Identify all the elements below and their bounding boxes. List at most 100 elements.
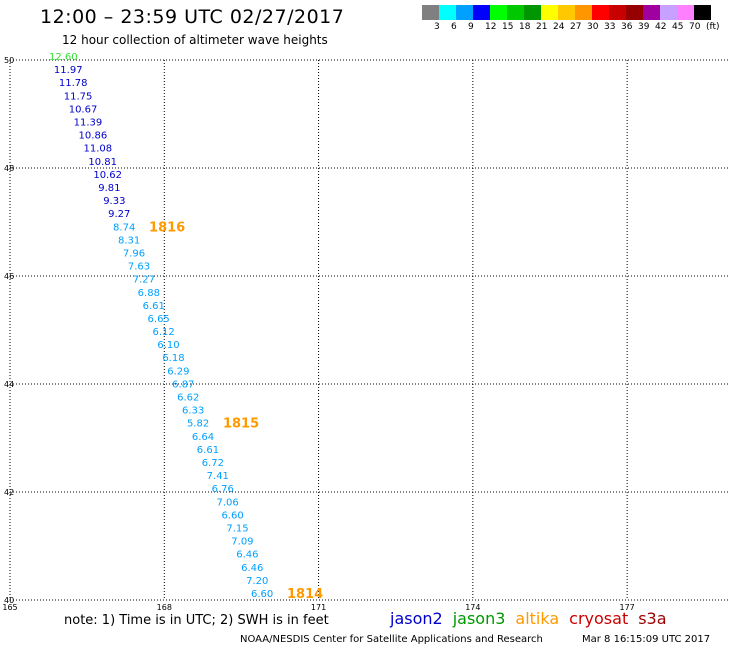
legend-cell: 70 [677,5,700,32]
legend-swatch [439,5,456,20]
legend-label: 6 [451,22,457,32]
legend-label: 45 [672,22,684,32]
wave-height-point: 9.81 [98,183,120,194]
legend-cell: 27 [558,5,581,32]
wave-height-point: 6.60 [251,589,273,600]
wave-height-point: 6.33 [182,406,204,417]
footer-credit: NOAA/NESDIS Center for Satellite Applica… [240,634,543,645]
legend-cell: 9 [456,5,474,32]
legend-label: 33 [604,22,616,32]
wave-height-point: 10.62 [93,170,122,181]
axis-tick-labels: 165 168 171 174 177 40 42 44 46 48 50 [2,56,634,612]
wave-height-point: 11.75 [64,91,93,102]
wave-height-point: 7.96 [123,248,145,259]
legend-cell: 3 [422,5,440,32]
legend-label: 9 [468,22,474,32]
legend-swatch [507,5,524,20]
legend-label: 39 [638,22,650,32]
wave-height-point: 6.65 [148,314,170,325]
time-annotation: 1816 [149,220,185,235]
wave-height-point: 11.39 [74,117,103,128]
legend-label: 3 [434,22,440,32]
y-tick-label: 44 [4,380,14,389]
mission-altika: altika [515,609,560,628]
legend-label: 15 [502,22,514,32]
wave-height-point: 12.60 [49,52,78,63]
wave-height-point: 6.29 [167,366,189,377]
wave-height-point: 7.41 [207,471,229,482]
legend-swatch [609,5,626,20]
legend-cell: 18 [507,5,530,32]
legend-cell: 15 [490,5,513,32]
legend-swatch [660,5,677,20]
legend-swatch [558,5,575,20]
mission-cryosat: cryosat [569,609,629,628]
legend-swatch [541,5,558,20]
wave-height-point: 8.74 [113,222,135,233]
time-annotation: 1815 [223,417,259,432]
legend-label: 30 [587,22,599,32]
legend-cell: 12 [473,5,496,32]
legend-label: 18 [519,22,531,32]
legend-label: 70 [689,22,701,32]
map-title: 12:00 – 23:59 UTC 02/27/2017 [40,6,345,28]
wave-height-point: 6.46 [241,563,263,574]
legend-swatch [456,5,473,20]
footer-timestamp: Mar 8 16:15:09 UTC 2017 [582,634,711,645]
wave-height-point: 6.72 [202,458,224,469]
x-tick-label: 168 [157,603,172,612]
map-subtitle: 12 hour collection of altimeter wave hei… [62,33,328,47]
legend-cell: 21 [524,5,547,32]
legend-cell: 39 [626,5,649,32]
wave-height-point: 6.87 [172,379,194,390]
legend-label: 24 [553,22,565,32]
mission-legend: jason2 jason3 altika cryosat s3a [390,609,677,628]
legend-cell: 36 [609,5,632,32]
wave-height-point: 7.20 [246,576,268,587]
legend-swatch [626,5,643,20]
legend-cell: (ft) [694,5,720,32]
legend-swatch [524,5,541,20]
legend-label: 27 [570,22,582,32]
legend-swatch [592,5,609,20]
y-tick-label: 46 [4,272,14,281]
legend-label: 36 [621,22,633,32]
wave-height-labels: 12.60 11.97 11.78 11.75 10.67 11.39 10.86 11.08… [49,52,273,600]
wave-height-point: 6.60 [221,510,243,521]
footer-note: note: 1) Time is in UTC; 2) SWH is in fe… [64,613,329,628]
x-tick-label: 165 [2,603,17,612]
mission-s3a: s3a [638,609,667,628]
legend-cell: 30 [575,5,598,32]
wave-height-point: 8.31 [118,235,140,246]
wave-height-point: 7.63 [128,262,150,273]
wave-height-point: 11.97 [54,65,83,76]
legend-label: (ft) [706,22,720,32]
legend-label: 12 [485,22,497,32]
y-tick-label: 42 [4,488,14,497]
legend-swatch [473,5,490,20]
legend-swatch [422,5,439,20]
wave-height-point: 6.64 [192,432,214,443]
wave-height-point: 6.18 [162,353,184,364]
legend-label: 42 [655,22,667,32]
time-annotations: 1816 1815 1814 [149,220,323,602]
wave-height-point: 5.82 [187,419,209,430]
lat-lon-grid [9,59,730,601]
y-tick-label: 48 [4,164,14,173]
legend-label: 21 [536,22,548,32]
legend-cell: 6 [439,5,457,32]
y-tick-label: 50 [4,56,14,65]
wave-height-point: 6.62 [177,393,199,404]
legend-swatch [677,5,694,20]
wave-height-point: 10.86 [79,131,108,142]
time-annotation: 1814 [287,587,323,602]
wave-height-point: 6.46 [236,550,258,561]
legend-cell: 24 [541,5,564,32]
legend-swatch [490,5,507,20]
wave-height-point: 11.78 [59,78,88,89]
wave-height-point: 10.81 [88,157,117,168]
x-tick-label: 174 [465,603,480,612]
x-tick-label: 177 [620,603,635,612]
legend-cell: 33 [592,5,615,32]
